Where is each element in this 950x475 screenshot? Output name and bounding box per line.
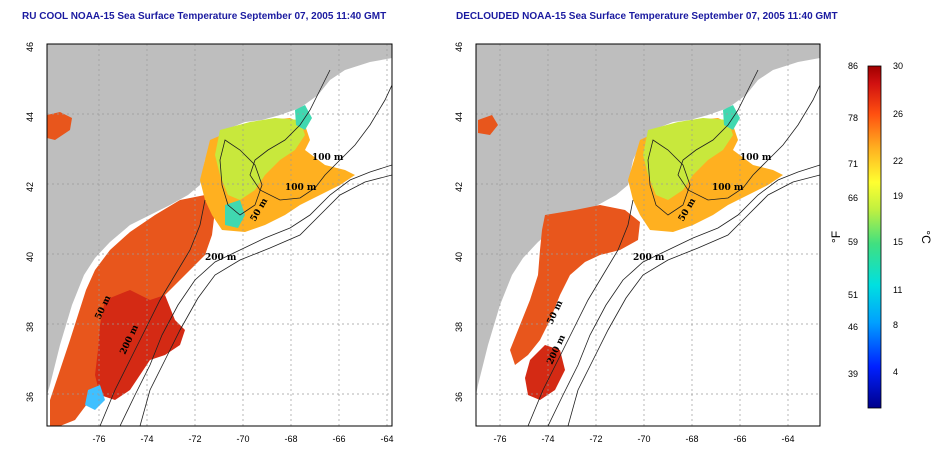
lat-tick-label: 44 bbox=[454, 112, 464, 122]
celsius-unit-label: °C bbox=[919, 230, 933, 244]
lon-tick-label: -66 bbox=[332, 434, 345, 444]
celsius-scale: 30 26 22 19 15 11 8 4 bbox=[893, 61, 903, 377]
contour-label: 100 m bbox=[312, 153, 344, 163]
sst-warm-region bbox=[510, 205, 640, 365]
lat-tick-label: 40 bbox=[25, 252, 35, 262]
lon-tick-label: -70 bbox=[236, 434, 249, 444]
left-map-title: RU COOL NOAA-15 Sea Surface Temperature … bbox=[22, 11, 387, 22]
lon-tick-label: -64 bbox=[380, 434, 393, 444]
fahrenheit-tick: 59 bbox=[848, 237, 858, 247]
left-map-panel: 100 m 100 m 50 m 200 m 200 m 50 m -76 -7… bbox=[25, 42, 394, 444]
celsius-tick: 8 bbox=[893, 320, 898, 330]
celsius-tick: 30 bbox=[893, 61, 903, 71]
sst-cool-region bbox=[215, 118, 305, 200]
lon-tick-label: -70 bbox=[637, 434, 650, 444]
lon-tick-label: -76 bbox=[493, 434, 506, 444]
lat-tick-label: 38 bbox=[25, 322, 35, 332]
sst-offshore-patch bbox=[47, 112, 72, 140]
colorbar-gradient bbox=[867, 65, 882, 409]
sst-offshore-patch bbox=[478, 115, 498, 135]
lon-tick-label: -74 bbox=[541, 434, 554, 444]
bathymetry-contours bbox=[527, 69, 820, 426]
contour-label: 100 m bbox=[712, 183, 744, 193]
right-map-title: DECLOUDED NOAA-15 Sea Surface Temperatur… bbox=[456, 11, 838, 22]
celsius-tick: 15 bbox=[893, 237, 903, 247]
fahrenheit-tick: 78 bbox=[848, 113, 858, 123]
lat-tick-label: 38 bbox=[454, 322, 464, 332]
lat-tick-label: 42 bbox=[25, 182, 35, 192]
sst-hot-region bbox=[95, 290, 185, 400]
lat-tick-label: 46 bbox=[25, 42, 35, 52]
lon-tick-label: -72 bbox=[589, 434, 602, 444]
lon-tick-label: -66 bbox=[733, 434, 746, 444]
sst-southern-patch bbox=[85, 385, 105, 410]
sst-hot-region bbox=[525, 345, 565, 400]
lon-tick-label: -76 bbox=[92, 434, 105, 444]
contour-label: 100 m bbox=[285, 183, 317, 193]
lon-tick-label: -74 bbox=[140, 434, 153, 444]
fahrenheit-tick: 39 bbox=[848, 369, 858, 379]
celsius-tick: 4 bbox=[893, 367, 898, 377]
fahrenheit-tick: 46 bbox=[848, 322, 858, 332]
fahrenheit-unit-label: °F bbox=[829, 231, 843, 243]
fahrenheit-scale: 86 78 71 66 59 51 46 39 bbox=[848, 61, 858, 379]
lon-tick-label: -68 bbox=[685, 434, 698, 444]
graticule bbox=[47, 44, 392, 426]
celsius-tick: 22 bbox=[893, 156, 903, 166]
land-mass bbox=[476, 44, 820, 395]
bathymetry-contours bbox=[99, 69, 392, 426]
right-map-panel: 100 m 100 m 50 m 200 m 50 m 200 m -76 -7… bbox=[454, 42, 821, 444]
lon-tick-label: -64 bbox=[781, 434, 794, 444]
lon-tick-label: -72 bbox=[188, 434, 201, 444]
lat-tick-label: 46 bbox=[454, 42, 464, 52]
fahrenheit-tick: 86 bbox=[848, 61, 858, 71]
fahrenheit-tick: 71 bbox=[848, 159, 858, 169]
right-lon-axis: -76 -74 -72 -70 -68 -66 -64 bbox=[493, 434, 794, 444]
lat-tick-label: 40 bbox=[454, 252, 464, 262]
graticule bbox=[476, 44, 820, 426]
celsius-tick: 26 bbox=[893, 109, 903, 119]
contour-label: 100 m bbox=[740, 153, 772, 163]
temperature-colorbar: 86 78 71 66 59 51 46 39 30 26 22 19 15 1… bbox=[829, 61, 933, 409]
lon-tick-label: -68 bbox=[284, 434, 297, 444]
lat-tick-label: 36 bbox=[454, 392, 464, 402]
contour-label: 200 m bbox=[633, 253, 665, 263]
sst-cold-patch bbox=[295, 105, 312, 130]
celsius-tick: 11 bbox=[893, 285, 902, 295]
left-lat-axis: 46 44 42 40 38 36 bbox=[25, 42, 35, 402]
land-mass bbox=[47, 44, 392, 395]
right-lat-axis: 46 44 42 40 38 36 bbox=[454, 42, 464, 402]
lat-tick-label: 36 bbox=[25, 392, 35, 402]
lat-tick-label: 42 bbox=[454, 182, 464, 192]
fahrenheit-tick: 66 bbox=[848, 193, 858, 203]
sst-cold-patch bbox=[723, 105, 740, 130]
lat-tick-label: 44 bbox=[25, 112, 35, 122]
celsius-tick: 19 bbox=[893, 191, 903, 201]
left-lon-axis: -76 -74 -72 -70 -68 -66 -64 bbox=[92, 434, 393, 444]
contour-label: 200 m bbox=[205, 253, 237, 263]
sst-cool-region bbox=[643, 118, 733, 200]
fahrenheit-tick: 51 bbox=[848, 290, 858, 300]
